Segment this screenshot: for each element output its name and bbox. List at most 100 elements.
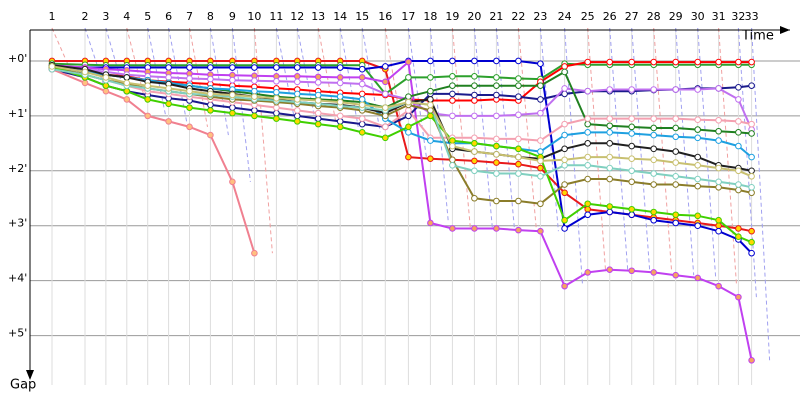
data-point — [694, 182, 702, 190]
data-point — [294, 64, 301, 71]
data-point — [273, 104, 280, 111]
data-point — [493, 197, 500, 205]
y-tick-label: +0' — [8, 52, 27, 65]
data-point — [715, 222, 722, 230]
data-point — [537, 200, 544, 208]
data-point — [672, 181, 680, 188]
data-point — [471, 73, 478, 80]
lap-line — [473, 27, 493, 229]
lap-line — [495, 27, 515, 229]
data-point — [314, 115, 322, 122]
data-point — [273, 115, 280, 122]
data-point — [515, 75, 522, 82]
data-point — [515, 197, 522, 205]
data-point — [650, 156, 658, 164]
data-point — [748, 172, 755, 180]
x-tick-label: 16 — [378, 10, 392, 23]
data-point — [251, 87, 258, 95]
x-tick-label: 29 — [669, 10, 683, 23]
data-point — [358, 90, 366, 98]
data-point — [606, 140, 614, 147]
data-point — [471, 97, 478, 104]
x-tick-label: 30 — [691, 10, 705, 23]
data-point — [606, 164, 614, 172]
data-point — [694, 58, 702, 66]
lap-line — [718, 27, 738, 287]
data-point — [606, 115, 614, 122]
data-point — [405, 58, 412, 66]
data-point — [336, 93, 344, 100]
data-point — [748, 82, 755, 89]
data-point — [537, 157, 544, 165]
data-point — [102, 74, 110, 81]
data-point — [694, 162, 702, 169]
data-point — [515, 82, 522, 89]
y-axis-title: Gap — [10, 378, 36, 393]
data-point — [493, 151, 500, 158]
data-point — [427, 87, 434, 95]
data-point — [186, 75, 193, 82]
y-tick-label: +5' — [8, 327, 27, 340]
data-point — [584, 205, 592, 213]
data-point — [672, 86, 680, 93]
data-point — [123, 74, 131, 81]
data-point — [358, 65, 366, 73]
data-point — [628, 130, 636, 137]
data-point — [251, 64, 258, 71]
data-point — [537, 148, 544, 155]
lap-line — [231, 27, 251, 182]
x-tick-label: 4 — [123, 10, 130, 23]
data-point — [273, 77, 280, 85]
data-point — [515, 93, 522, 100]
data-point — [314, 91, 322, 99]
data-point — [694, 175, 702, 183]
data-point — [229, 76, 236, 84]
x-tick-label: 22 — [511, 10, 525, 23]
data-point — [144, 112, 151, 120]
data-point — [207, 131, 214, 139]
data-point — [561, 63, 568, 70]
data-point — [537, 109, 544, 117]
data-point — [628, 58, 636, 66]
x-tick-label: 32 — [731, 10, 745, 23]
data-point — [715, 227, 722, 235]
data-point — [748, 167, 755, 175]
data-point — [165, 118, 172, 125]
data-point — [735, 129, 742, 136]
data-point — [427, 96, 434, 103]
data-point — [251, 93, 258, 100]
x-tick-label: 21 — [489, 10, 503, 23]
x-tick-label: 24 — [558, 10, 572, 23]
x-tick-label: 13 — [311, 10, 325, 23]
data-point — [584, 87, 592, 95]
series-line — [51, 68, 256, 254]
data-point — [493, 225, 500, 232]
x-tick-label: 33 — [745, 10, 759, 23]
data-point — [471, 140, 478, 147]
data-point — [672, 219, 680, 227]
lap-line — [51, 27, 71, 70]
data-point — [515, 145, 522, 153]
data-point — [628, 86, 636, 93]
data-point — [606, 175, 614, 183]
x-tick-label: 28 — [647, 10, 661, 23]
data-point — [628, 167, 636, 175]
data-point — [382, 90, 389, 98]
data-point — [449, 142, 456, 150]
data-point — [358, 96, 366, 103]
data-point — [561, 85, 568, 92]
data-point — [229, 91, 236, 99]
x-tick-label: 15 — [355, 10, 369, 23]
x-tick-label: 14 — [333, 10, 347, 23]
data-point — [537, 172, 544, 180]
data-point — [405, 112, 412, 120]
data-point — [336, 64, 344, 71]
data-point — [48, 63, 56, 70]
data-point — [515, 57, 522, 65]
data-point — [207, 90, 214, 98]
data-point — [715, 183, 722, 191]
data-point — [186, 87, 193, 95]
data-point — [672, 211, 680, 219]
data-point — [694, 86, 702, 93]
data-point — [715, 282, 722, 290]
